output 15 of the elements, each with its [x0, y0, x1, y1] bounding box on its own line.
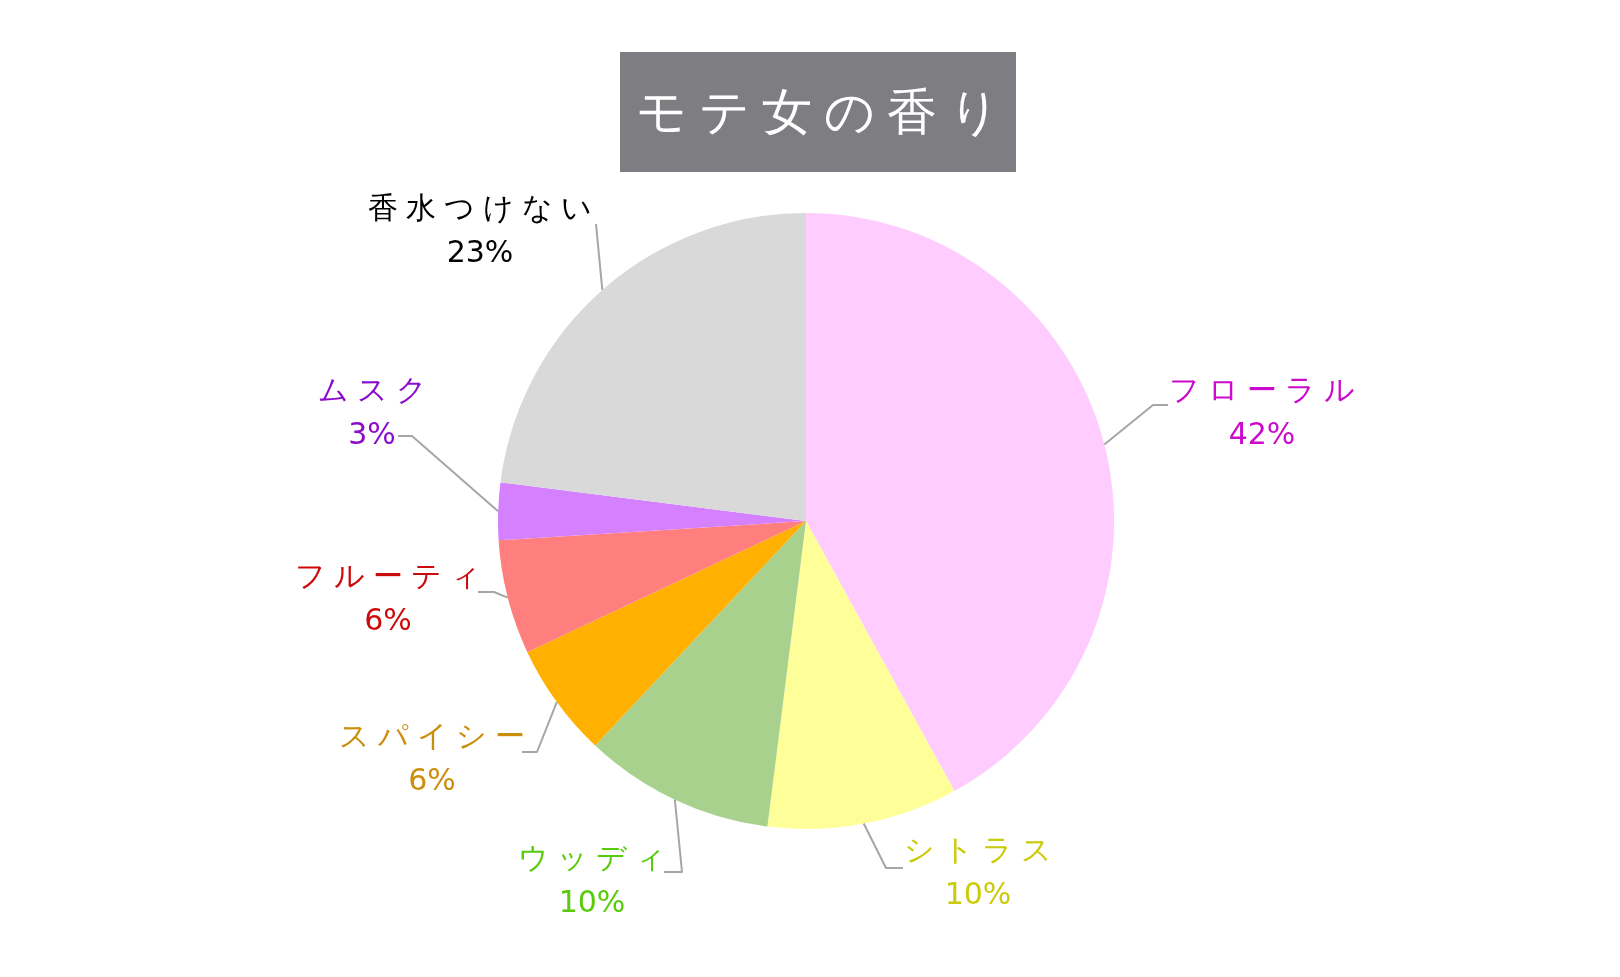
slice-label: フルーティ: [295, 557, 489, 593]
data-label: 3%: [348, 415, 396, 451]
slice-label: 香水つけない: [368, 189, 600, 225]
data-label: 10%: [558, 883, 626, 919]
data-label: 10%: [944, 875, 1012, 911]
slice-label: フローラル: [1169, 371, 1363, 407]
slice-label: スパイシー: [339, 717, 533, 753]
data-label: 23%: [446, 233, 514, 269]
slice-label: ムスク: [317, 371, 435, 407]
chart-title: モテ女の香り: [620, 52, 1016, 172]
slice-label: シトラス: [904, 831, 1060, 867]
data-label: 42%: [1228, 415, 1296, 451]
slice-label: ウッディ: [518, 839, 674, 875]
data-label: 6%: [364, 601, 412, 637]
data-label: 6%: [408, 761, 456, 797]
